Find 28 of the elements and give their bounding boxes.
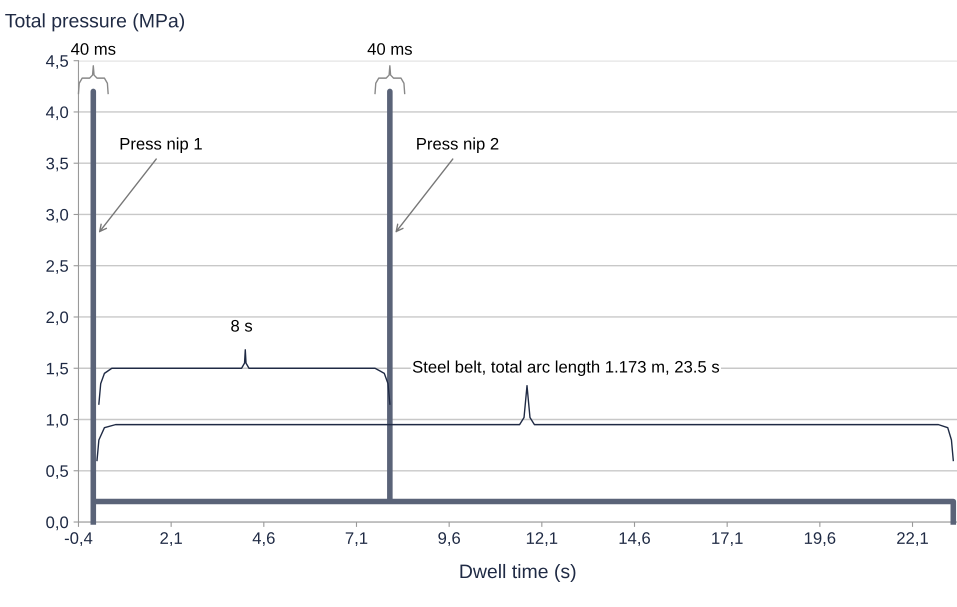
y-tick-label: 0,0 (46, 516, 68, 530)
annotation: Press nip 1 (120, 137, 202, 153)
text: 40 ms (70, 43, 116, 55)
x-tick-label: 22,1 (897, 532, 928, 546)
annotation: Press nip 2 (417, 137, 498, 153)
x-tick-label: 2,1 (160, 532, 182, 546)
annotation: Steel belt, total arc length 1.173 m, 23.5 s (412, 360, 720, 376)
y-tick-label: 4,5 (46, 55, 68, 69)
x-tick-label: 9,6 (438, 532, 460, 546)
x-tick-label: 7,1 (346, 532, 368, 546)
x-tick-label: 12,1 (526, 532, 558, 546)
y-tick-label: 0,5 (46, 465, 68, 479)
y-tick-label: 2,0 (46, 311, 68, 326)
y-tick-label: 1,0 (46, 414, 68, 428)
annotation: 8 s (231, 320, 252, 332)
x-tick-label: 4,6 (252, 532, 275, 546)
text: 40 ms (368, 43, 412, 55)
x-tick-label: 14,6 (620, 532, 650, 546)
y-tick-label: 4,0 (46, 106, 68, 120)
x-axis-title: Dwell time (s) (460, 564, 576, 582)
x-tick-label: -0,4 (64, 532, 92, 546)
y-axis-title: Total pressure (MPa) (5, 13, 184, 32)
y-tick-label: 3,0 (46, 208, 68, 223)
y-tick-label: 2,5 (46, 260, 68, 274)
y-tick-label: 3,5 (46, 158, 68, 172)
x-tick-label: 17,1 (712, 532, 743, 546)
x-tick-label: 19,6 (804, 532, 836, 546)
y-tick-label: 1,5 (46, 362, 68, 376)
